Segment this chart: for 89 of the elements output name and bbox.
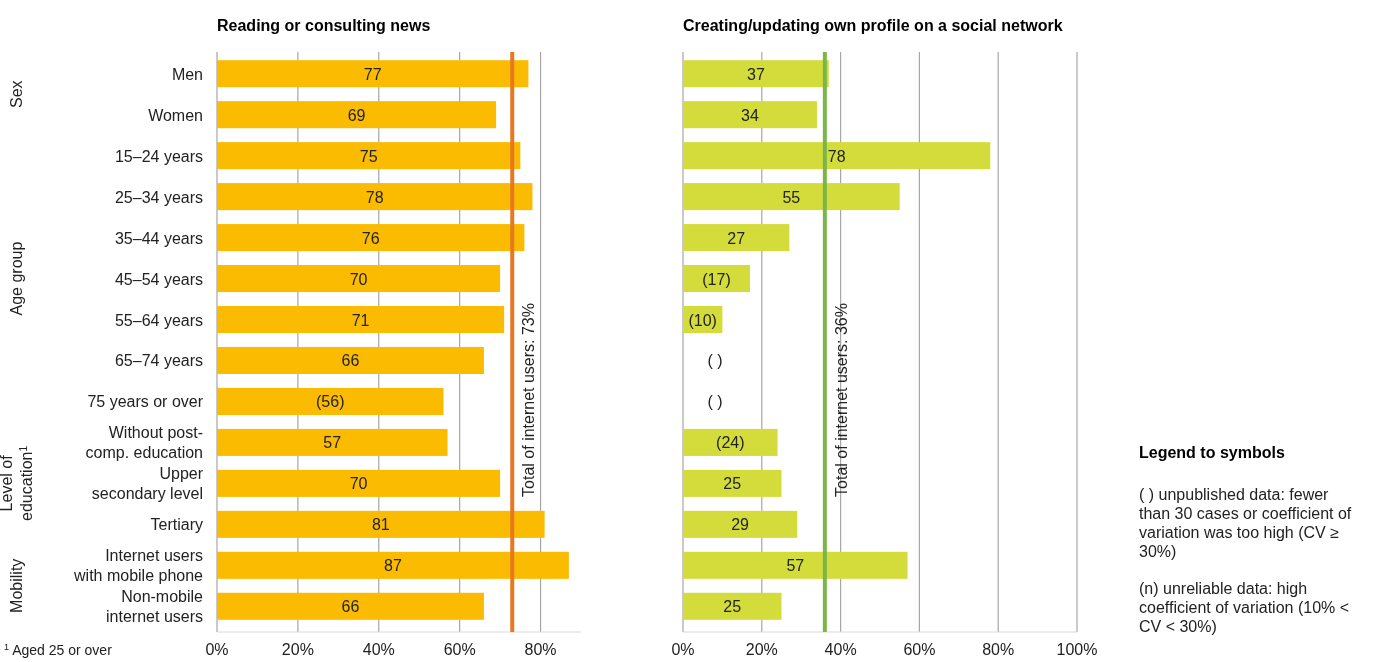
x-tick-label: 60% — [443, 641, 476, 658]
chart-title: Reading or consulting news — [217, 17, 431, 34]
bar — [217, 592, 484, 620]
text: ( ) — [707, 352, 723, 370]
x-tick-label: 0% — [205, 641, 229, 658]
x-tick-label: 40% — [362, 641, 395, 658]
y-tick-label: Men — [171, 65, 203, 83]
y-tick-label: Upper secondary level — [91, 465, 204, 503]
text: (n) unreliable data: high coefficient of variation (10% < CV < 30%) — [1139, 580, 1350, 635]
bar — [217, 224, 525, 252]
data-label: 78 — [365, 188, 384, 206]
bar — [217, 469, 501, 497]
y-tick-label: Women — [148, 106, 203, 124]
data-label: 71 — [351, 311, 370, 329]
bar — [217, 551, 569, 579]
bar — [683, 224, 790, 252]
y-tick-label: Internet users with mobile phone — [73, 547, 204, 585]
data-label: 25 — [723, 475, 742, 493]
y-tick-label: 65–74 years — [114, 352, 203, 370]
text: $^{1}$ Aged 25 or over — [4, 642, 113, 658]
bar — [683, 265, 750, 293]
data-label: 57 — [323, 434, 342, 452]
data-label: 81 — [371, 516, 390, 534]
data-label: 75 — [359, 147, 378, 165]
bar — [683, 101, 817, 129]
data-label: (24) — [716, 434, 745, 452]
data-label: 78 — [827, 147, 846, 165]
data-label: 57 — [786, 557, 805, 575]
x-tick-label: 0% — [671, 641, 695, 658]
y-tick-label: Tertiary — [150, 516, 203, 534]
y-tick-label: 35–44 years — [114, 229, 203, 247]
bar — [683, 551, 908, 579]
data-label: 37 — [746, 65, 765, 83]
data-label: (56) — [316, 393, 345, 411]
y-tick-label: 25–34 years — [114, 188, 203, 206]
data-label: 66 — [341, 598, 360, 616]
bar — [683, 510, 798, 538]
data-label: 66 — [341, 352, 360, 370]
bar — [217, 183, 533, 211]
data-label: 70 — [349, 475, 368, 493]
chart-title: Creating/updating own profile on a social network — [683, 17, 1063, 34]
text: Age group — [8, 241, 25, 316]
bar — [683, 428, 778, 456]
x-tick-label: 20% — [745, 641, 778, 658]
text: Sex — [8, 80, 25, 108]
bar — [683, 183, 900, 211]
data-label: 29 — [731, 516, 750, 534]
y-tick-label: 45–54 years — [114, 270, 203, 288]
bar — [683, 592, 782, 620]
bar — [683, 60, 829, 88]
bar — [217, 428, 448, 456]
x-tick-label: 80% — [524, 641, 557, 658]
y-tick-label: Without post- comp. education — [85, 424, 203, 462]
bar — [217, 60, 529, 88]
data-label: 70 — [349, 270, 368, 288]
data-label: 69 — [347, 106, 366, 124]
x-tick-label: 60% — [903, 641, 936, 658]
text: Legend to symbols — [1139, 444, 1285, 461]
bar — [683, 469, 782, 497]
data-label: 77 — [363, 65, 382, 83]
data-label: 34 — [741, 106, 759, 124]
data-label: 76 — [361, 229, 380, 247]
bar — [217, 387, 444, 415]
y-tick-label: Non-mobile internet users — [106, 588, 204, 626]
data-label: 87 — [384, 557, 402, 575]
bar — [217, 142, 521, 170]
x-tick-label: 40% — [824, 641, 857, 658]
text: ( ) unpublished data: fewer than 30 cases or coefficient of variation was too high (CV ≥ 30%) — [1139, 486, 1352, 560]
data-label: (10) — [688, 311, 717, 329]
bar — [217, 306, 505, 334]
data-label: (17) — [702, 270, 731, 288]
x-tick-label: 80% — [982, 641, 1015, 658]
bar — [217, 265, 501, 293]
data-label: 55 — [782, 188, 801, 206]
bar — [217, 510, 545, 538]
ref-line-label: Total of internet users: 36% — [832, 303, 850, 497]
text: Mobility — [8, 558, 25, 613]
x-tick-label: 20% — [281, 641, 314, 658]
bar — [683, 142, 991, 170]
data-label: 25 — [723, 598, 742, 616]
bar — [217, 101, 497, 129]
x-tick-label: 100% — [1056, 641, 1098, 658]
y-tick-label: 75 years or over — [87, 393, 204, 411]
y-tick-label: 55–64 years — [114, 311, 203, 329]
y-tick-label: 15–24 years — [114, 147, 203, 165]
ref-line-label: Total of internet users: 73% — [520, 303, 538, 497]
data-label: 27 — [727, 229, 746, 247]
bar — [217, 346, 484, 374]
text: ( ) — [707, 393, 723, 411]
